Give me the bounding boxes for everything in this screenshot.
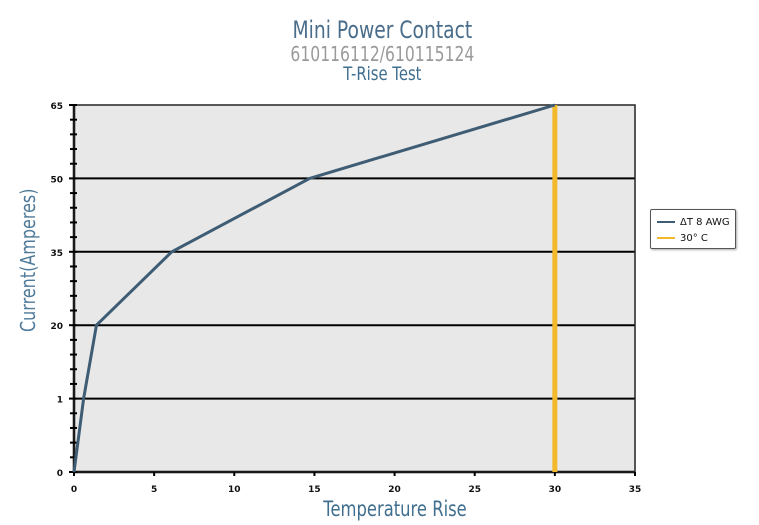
legend-swatch-icon bbox=[657, 221, 675, 223]
legend-label: 30° C bbox=[680, 232, 708, 244]
chart-title: Mini Power Contact bbox=[292, 16, 473, 44]
svg-text:25: 25 bbox=[468, 485, 481, 495]
legend-swatch-icon bbox=[657, 237, 675, 239]
plot-area bbox=[74, 105, 635, 472]
svg-text:20: 20 bbox=[50, 322, 63, 332]
legend-label: ΔT 8 AWG bbox=[680, 216, 730, 228]
legend-item-30c: 30° C bbox=[657, 231, 708, 245]
svg-text:0: 0 bbox=[57, 469, 63, 479]
chart-subtitle-part-numbers: 610116112/610115124 bbox=[290, 42, 475, 66]
legend-item-8awg: ΔT 8 AWG bbox=[657, 215, 730, 229]
svg-text:30: 30 bbox=[549, 485, 562, 495]
svg-text:1: 1 bbox=[57, 396, 63, 406]
y-axis-label: Current(Amperes) bbox=[16, 188, 40, 332]
chart-subtitle-test-name: T-Rise Test bbox=[343, 63, 422, 85]
svg-text:35: 35 bbox=[50, 249, 63, 259]
svg-text:65: 65 bbox=[50, 102, 63, 112]
svg-text:50: 50 bbox=[50, 175, 63, 185]
x-axis-ticks: 0 5 10 15 20 25 30 35 bbox=[71, 472, 641, 495]
svg-text:35: 35 bbox=[629, 485, 642, 495]
svg-text:10: 10 bbox=[228, 485, 241, 495]
legend: ΔT 8 AWG 30° C bbox=[650, 209, 736, 249]
x-axis-label: Temperature Rise bbox=[323, 497, 467, 521]
svg-text:5: 5 bbox=[151, 485, 157, 495]
y-axis-ticks: 0 1 20 35 50 65 bbox=[50, 102, 77, 479]
series-line-8awg bbox=[72, 103, 556, 473]
svg-text:20: 20 bbox=[388, 485, 401, 495]
svg-text:0: 0 bbox=[71, 485, 77, 495]
svg-text:15: 15 bbox=[308, 485, 321, 495]
